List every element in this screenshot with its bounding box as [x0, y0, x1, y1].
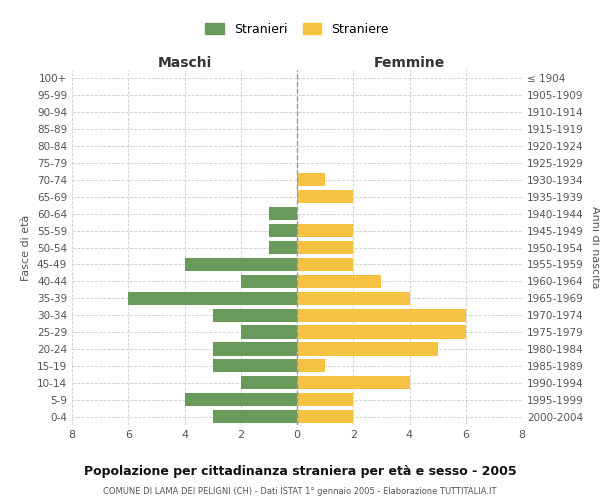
Text: Femmine: Femmine: [374, 56, 445, 70]
Bar: [241, 376, 297, 390]
Bar: [269, 224, 297, 237]
Y-axis label: Anni di nascita: Anni di nascita: [590, 206, 600, 289]
Bar: [297, 326, 466, 338]
Bar: [269, 241, 297, 254]
Bar: [297, 342, 437, 355]
Bar: [297, 241, 353, 254]
Bar: [297, 359, 325, 372]
Text: COMUNE DI LAMA DEI PELIGNI (CH) - Dati ISTAT 1° gennaio 2005 - Elaborazione TUTT: COMUNE DI LAMA DEI PELIGNI (CH) - Dati I…: [103, 488, 497, 496]
Bar: [297, 190, 353, 203]
Y-axis label: Fasce di età: Fasce di età: [22, 214, 31, 280]
Bar: [297, 258, 353, 271]
Bar: [212, 308, 297, 322]
Bar: [297, 376, 409, 390]
Text: Popolazione per cittadinanza straniera per età e sesso - 2005: Popolazione per cittadinanza straniera p…: [83, 465, 517, 478]
Bar: [297, 292, 409, 305]
Bar: [212, 359, 297, 372]
Bar: [297, 274, 382, 288]
Bar: [269, 207, 297, 220]
Bar: [185, 393, 297, 406]
Bar: [297, 308, 466, 322]
Bar: [241, 274, 297, 288]
Bar: [241, 326, 297, 338]
Bar: [297, 174, 325, 186]
Bar: [212, 342, 297, 355]
Bar: [297, 410, 353, 423]
Text: Maschi: Maschi: [157, 56, 212, 70]
Bar: [128, 292, 297, 305]
Bar: [297, 393, 353, 406]
Bar: [212, 410, 297, 423]
Bar: [185, 258, 297, 271]
Legend: Stranieri, Straniere: Stranieri, Straniere: [205, 23, 389, 36]
Bar: [297, 224, 353, 237]
